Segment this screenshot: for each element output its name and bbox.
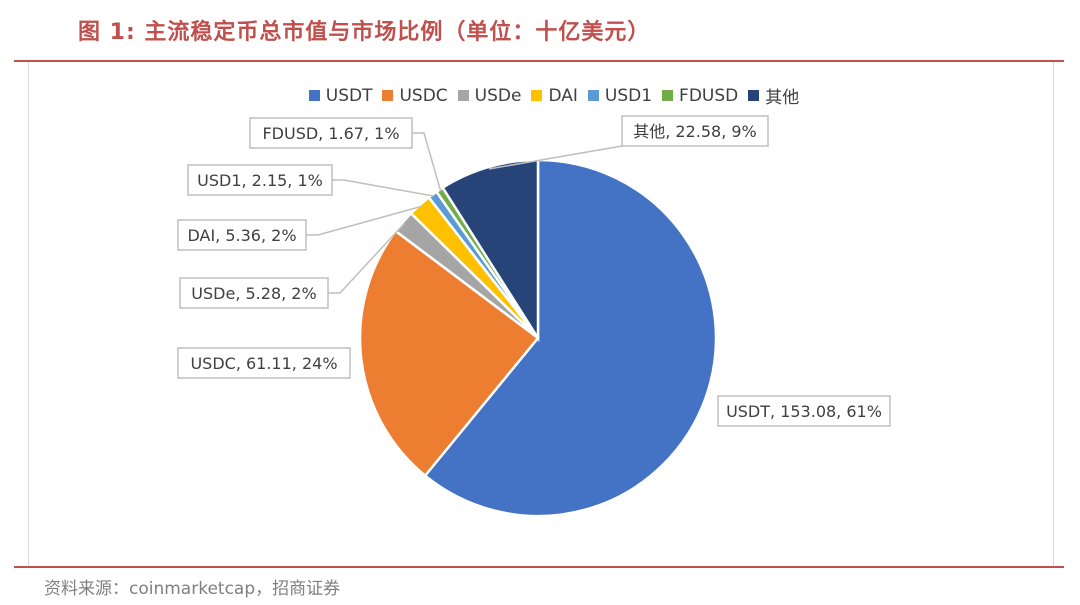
pie-slice-6 [441, 158, 540, 343]
legend-swatch [587, 90, 599, 101]
data-label-box-5 [249, 117, 413, 149]
pie-slice-0 [423, 158, 718, 518]
legend-swatch [531, 90, 543, 101]
legend-label: FDUSD [679, 85, 739, 106]
legend-item: USDT [308, 85, 373, 106]
data-label-box-3 [177, 219, 307, 251]
legend-swatch [308, 90, 320, 101]
source-rule [14, 566, 1064, 568]
legend-swatch [662, 90, 674, 101]
leader-line-2 [328, 222, 406, 294]
data-label-box-1 [177, 347, 351, 379]
legend-item: USDe [457, 85, 522, 106]
chart-legend: USDT USDC USDe DAI USD1 FDUSD 其他 [0, 83, 1080, 108]
data-label-6: 其他, 22.58, 9% [633, 122, 757, 141]
data-label-box-6 [621, 115, 769, 147]
legend-swatch [748, 90, 760, 101]
leader-line-3 [306, 205, 422, 236]
leader-line-4 [332, 179, 434, 197]
legend-label: USDC [399, 85, 448, 106]
legend-item: USDC [382, 85, 448, 106]
chart-frame [28, 62, 1054, 566]
legend-item: USD1 [587, 85, 653, 106]
legend-swatch [382, 90, 394, 101]
legend-item: FDUSD [662, 86, 738, 106]
source-note: 资料来源：coinmarketcap，招商证券 [44, 579, 341, 599]
legend-label: USD1 [604, 85, 653, 106]
data-label-1: USDC, 61.11, 24% [190, 354, 337, 373]
legend-item: DAI [531, 85, 578, 106]
data-label-0: USDT, 153.08, 61% [726, 402, 882, 421]
legend-label: 其他 [765, 88, 800, 108]
leader-line-6 [488, 145, 623, 170]
legend-label: USDT [325, 85, 373, 106]
legend-swatch [457, 90, 469, 101]
data-label-box-4 [187, 164, 333, 196]
data-label-2: USDe, 5.28, 2% [191, 284, 316, 303]
figure-title: 图 1: 主流稳定币总市值与市场比例（单位：十亿美元） [78, 20, 651, 45]
legend-label: DAI [548, 85, 578, 106]
legend-label: USDe [474, 85, 522, 106]
data-label-box-2 [179, 277, 329, 309]
data-label-5: FDUSD, 1.67, 1% [262, 124, 399, 143]
data-label-4: USD1, 2.15, 1% [197, 171, 323, 190]
data-label-3: DAI, 5.36, 2% [187, 226, 296, 245]
leader-line-5 [412, 132, 442, 192]
title-rule [14, 60, 1064, 62]
legend-item: 其他 [748, 83, 799, 108]
pie-slice-1 [358, 229, 540, 478]
data-label-box-0 [717, 395, 891, 427]
